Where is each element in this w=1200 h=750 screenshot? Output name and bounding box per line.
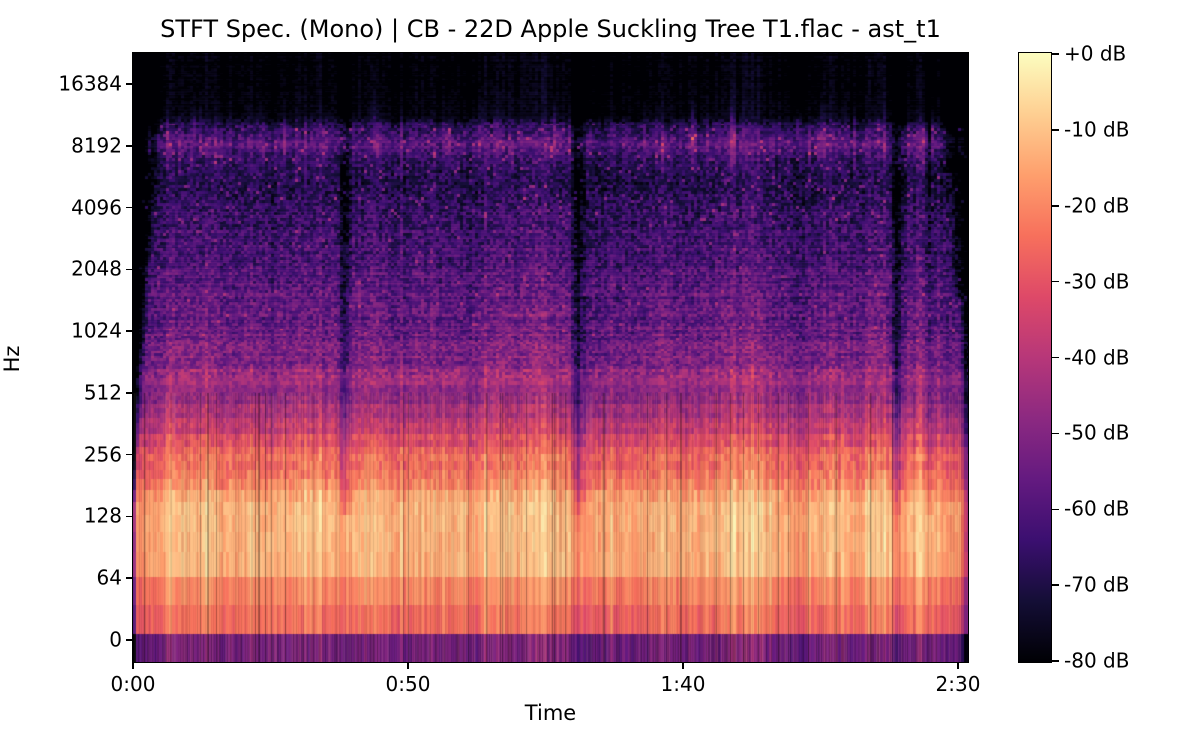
y-axis-label: Hz — [0, 345, 24, 373]
chart-title: STFT Spec. (Mono) | CB - 22D Apple Suckl… — [160, 15, 941, 43]
x-tick-label: 2:30 — [935, 672, 981, 696]
y-tick-mark — [126, 268, 133, 270]
x-tick-label: 1:40 — [660, 672, 706, 696]
colorbar-tick-mark — [1052, 508, 1059, 510]
plot-area — [132, 52, 969, 663]
x-tick-label: 0:00 — [110, 672, 156, 696]
colorbar-tick-label: -80 dB — [1064, 648, 1130, 673]
colorbar-tick-label: +0 dB — [1064, 41, 1127, 66]
colorbar-tick-label: -20 dB — [1064, 193, 1130, 218]
y-tick-mark — [126, 330, 133, 332]
colorbar-tick-mark — [1052, 584, 1059, 586]
colorbar-tick-mark — [1052, 53, 1059, 55]
y-tick-label: 512 — [83, 380, 122, 405]
y-tick-mark — [126, 83, 133, 85]
y-tick-mark — [126, 515, 133, 517]
colorbar-tick-label: -50 dB — [1064, 420, 1130, 445]
y-tick-label: 16384 — [58, 71, 122, 96]
colorbar-tick-label: -10 dB — [1064, 117, 1130, 142]
y-tick-mark — [126, 453, 133, 456]
y-tick-mark — [126, 206, 133, 209]
colorbar-tick-mark — [1052, 356, 1059, 359]
colorbar-tick-mark — [1052, 205, 1059, 207]
colorbar-tick-mark — [1052, 432, 1059, 435]
y-tick-mark — [126, 145, 133, 147]
colorbar-tick-label: -70 dB — [1064, 572, 1130, 597]
y-tick-label: 8192 — [71, 133, 122, 158]
colorbar-tick-label: -60 dB — [1064, 496, 1130, 521]
x-tick-mark — [132, 662, 134, 669]
y-tick-label: 4096 — [71, 195, 122, 220]
x-axis-label: Time — [524, 701, 577, 725]
y-tick-label: 128 — [83, 503, 122, 528]
colorbar-tick-mark — [1052, 129, 1059, 131]
x-tick-mark — [407, 662, 409, 669]
colorbar-tick-label: -30 dB — [1064, 269, 1130, 294]
y-tick-mark — [126, 639, 133, 641]
y-tick-label: 0 — [109, 627, 122, 652]
x-tick-label: 0:50 — [385, 672, 431, 696]
spectrogram-canvas — [133, 53, 968, 662]
y-tick-label: 64 — [96, 565, 122, 590]
colorbar-gradient — [1019, 53, 1051, 662]
y-tick-label: 1024 — [71, 318, 122, 343]
colorbar — [1018, 52, 1052, 663]
x-tick-mark — [682, 662, 684, 669]
y-tick-label: 256 — [83, 442, 122, 467]
colorbar-tick-label: -40 dB — [1064, 345, 1130, 370]
x-tick-mark — [957, 662, 959, 669]
colorbar-tick-mark — [1052, 660, 1059, 662]
y-tick-label: 2048 — [71, 256, 122, 281]
y-tick-mark — [126, 577, 133, 579]
colorbar-tick-mark — [1052, 280, 1059, 283]
y-tick-mark — [126, 392, 133, 394]
